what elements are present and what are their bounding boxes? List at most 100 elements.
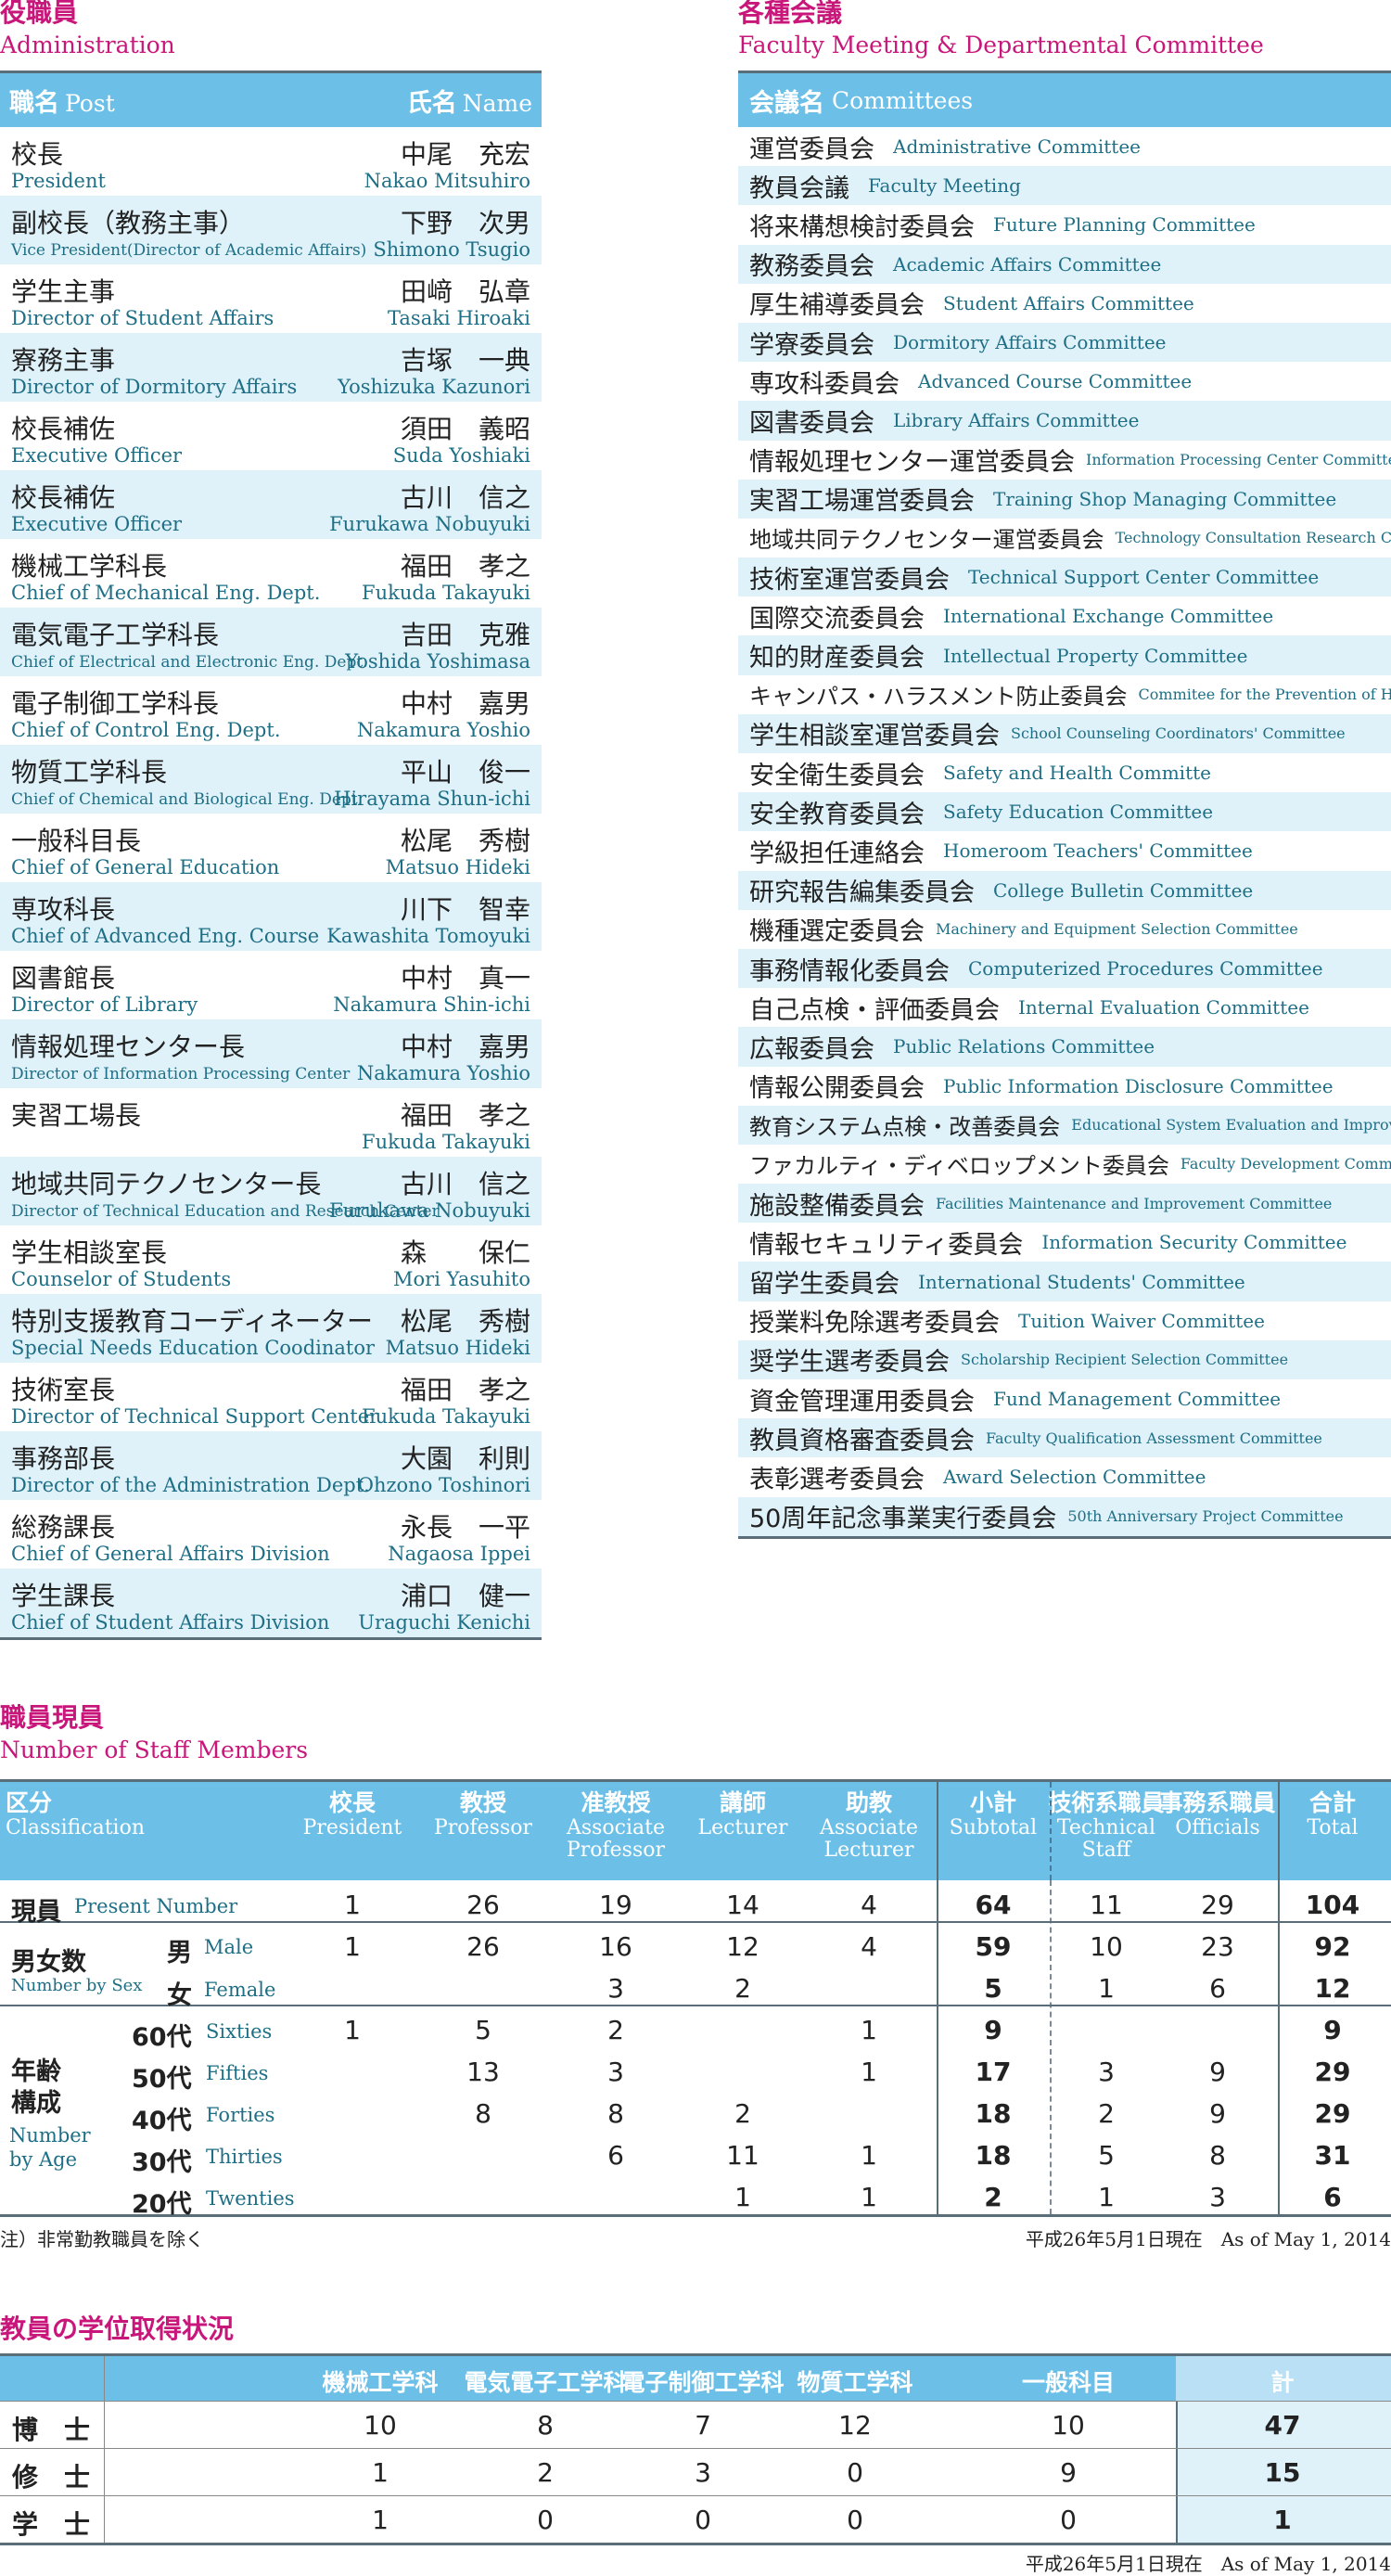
age-row-jp: 30代 [132, 2148, 192, 2177]
committee-name-en: Dormitory Affairs Committee [893, 331, 1167, 354]
name-jp: 中村 嘉男 [400, 688, 530, 719]
staff-cell: 6 [1209, 1973, 1226, 2004]
staff-col-head: 講師 Lecturer [678, 1789, 808, 1839]
committee-name-jp: 奨学生選考委員会 [749, 1348, 950, 1378]
degree-row: 修 士 1 2 3 0 9 15 [0, 2448, 1391, 2495]
admin-section-title: 役職員 Administration [0, 0, 175, 57]
committee-name-jp: ファカルティ・ディベロップメント委員会 [749, 1153, 1169, 1180]
committee-name-en: Facilities Maintenance and Improvement C… [936, 1194, 1333, 1212]
post-jp: 総務課長 [11, 1512, 116, 1543]
committee-row: 資金管理運用委員会 Fund Management Committee [738, 1379, 1391, 1418]
committee-name-en: Faculty Development Committee [1180, 1155, 1391, 1173]
committee-name-jp: 事務情報化委員会 [749, 956, 950, 986]
committee-name-en: Public Relations Committee [893, 1035, 1155, 1058]
committee-table-header: 会議名 Committees [738, 73, 1391, 127]
name-jp: 森 保仁 [400, 1237, 530, 1268]
staff-cell: 4 [861, 1931, 877, 1962]
post-jp: 専攻科長 [11, 894, 116, 925]
age-label-jp: 年齢構成 [11, 2057, 61, 2118]
admin-rows: 校長 President 中尾 充宏 Nakao Mitsuhiro 副校長（教務主事）… [0, 127, 542, 1637]
committee-name-jp: 留学生委員会 [749, 1270, 900, 1300]
name-jp: 古川 信之 [400, 482, 530, 513]
age-row-en: Thirties [206, 2146, 283, 2168]
committee-name-jp: 学寮委員会 [749, 330, 874, 360]
committee-row: 専攻科委員会 Advanced Course Committee [738, 362, 1391, 401]
post-jp: 寮務主事 [11, 345, 116, 376]
name-jp: 平山 俊一 [400, 757, 530, 788]
committee-row: 技術室運営委員会 Technical Support Center Committ… [738, 557, 1391, 597]
degree-cell: 9 [1060, 2457, 1077, 2488]
degree-row-label: 学 士 [11, 2509, 90, 2540]
sex-label-jp: 男女数 [11, 1948, 86, 1977]
committee-name-jp: 情報セキュリティ委員会 [749, 1230, 1024, 1260]
staff-cell: 18 [975, 2140, 1012, 2171]
staff-cell: 18 [975, 2098, 1012, 2129]
name-jp: 福田 孝之 [400, 1100, 530, 1131]
name-jp: 松尾 秀樹 [400, 826, 530, 856]
admin-row: 地域共同テクノセンター長 Director of Technical Educat… [0, 1157, 542, 1225]
name-jp: 須田 義昭 [400, 414, 530, 444]
staff-col-head: 合計 Total [1268, 1789, 1391, 1839]
head-class-jp: 区分 [6, 1789, 53, 1816]
committee-row: 学級担任連絡会 Homeroom Teachers' Committee [738, 831, 1391, 870]
staff-cell: 9 [984, 2015, 1002, 2045]
committee-name-jp: 運営委員会 [749, 135, 874, 164]
name-en: Hirayama Shun-ichi [334, 788, 530, 810]
staff-cell: 5 [1098, 2140, 1115, 2171]
committee-name-jp: 広報委員会 [749, 1034, 874, 1064]
committee-name-en: Faculty Meeting [868, 174, 1021, 198]
staff-cell: 26 [466, 1890, 500, 1920]
name-en: Fukuda Takayuki [362, 1405, 530, 1428]
staff-cell: 1 [344, 1931, 361, 1962]
committee-name-en: Scholarship Recipient Selection Committe… [961, 1351, 1289, 1369]
staff-cell: 12 [726, 1931, 759, 1962]
committee-row: 実習工場運営委員会 Training Shop Managing Committe… [738, 479, 1391, 519]
col-head-jp: 事務系職員 [1159, 1789, 1276, 1816]
staff-cell: 2 [734, 2098, 751, 2129]
admin-row: 総務課長 Chief of General Affairs Division 永長 … [0, 1500, 542, 1569]
female-label-en: Female [204, 1979, 276, 2001]
committee-row: 学寮委員会 Dormitory Affairs Committee [738, 322, 1391, 363]
committee-name-en: Internal Evaluation Committee [1018, 996, 1309, 1019]
staff-col-head: 小計 Subtotal [928, 1789, 1058, 1839]
committee-rows: 運営委員会 Administrative Committee 教員会議 Faculty… [738, 127, 1391, 1536]
admin-title-en: Administration [0, 32, 175, 58]
post-en: Director of Technical Education and Rese… [11, 1202, 440, 1221]
age-row-jp: 20代 [132, 2190, 192, 2219]
staff-title-jp: 職員現員 [0, 1702, 105, 1733]
col-head-jp: 合計 [1308, 1789, 1356, 1816]
post-en: Executive Officer [11, 513, 183, 535]
committee-name-en: Technical Support Center Committee [968, 566, 1320, 589]
committee-row: 安全教育委員会 Safety Education Committee [738, 792, 1391, 832]
committee-head-jp: 会議名 [749, 88, 824, 118]
committee-name-jp: 機種選定委員会 [749, 917, 925, 947]
staff-cell: 5 [475, 2015, 491, 2045]
committee-name-jp: 国際交流委員会 [749, 604, 925, 634]
degree-total-cell-bg [1176, 2496, 1391, 2543]
admin-row: 学生相談室長 Counselor of Students 森 保仁 Mori Yasu… [0, 1225, 542, 1294]
name-jp: 松尾 秀樹 [400, 1306, 530, 1337]
committee-row: 運営委員会 Administrative Committee [738, 127, 1391, 166]
staff-cell: 1 [861, 2182, 877, 2212]
committee-name-en: Safety Education Committee [943, 801, 1214, 824]
committee-row: 知的財産委員会 Intellectual Property Committee [738, 635, 1391, 675]
admin-row: 情報処理センター長 Director of Information Process… [0, 1019, 542, 1088]
staff-cell: 1 [1098, 1973, 1115, 2004]
committee-row: 教員資格審査委員会 Faculty Qualification Assessmen… [738, 1418, 1391, 1458]
committee-name-en: 50th Anniversary Project Committee [1067, 1507, 1344, 1526]
committee-name-jp: 資金管理運用委員会 [749, 1387, 975, 1416]
degree-cell: 2 [537, 2457, 554, 2488]
admin-row: 機械工学科長 Chief of Mechanical Eng. Dept. 福田 孝… [0, 539, 542, 608]
committee-name-jp: 表彰選考委員会 [749, 1465, 925, 1494]
staff-cell: 3 [1209, 2182, 1226, 2212]
committee-name-jp: 教員資格審査委員会 [749, 1426, 975, 1455]
committee-head-en: Committees [832, 86, 974, 114]
staff-cell: 10 [1090, 1931, 1123, 1962]
committee-name-en: Technology Consultation Research Committ… [1115, 529, 1391, 547]
post-jp: 図書館長 [11, 963, 116, 993]
post-en: Chief of Mechanical Eng. Dept. [11, 582, 321, 604]
admin-row: 寮務主事 Director of Dormitory Affairs 吉塚 一典 Yo… [0, 333, 542, 402]
post-jp: 実習工場長 [11, 1100, 142, 1131]
post-jp: 機械工学科長 [11, 551, 168, 582]
head-name-jp: 氏名 [406, 88, 457, 118]
